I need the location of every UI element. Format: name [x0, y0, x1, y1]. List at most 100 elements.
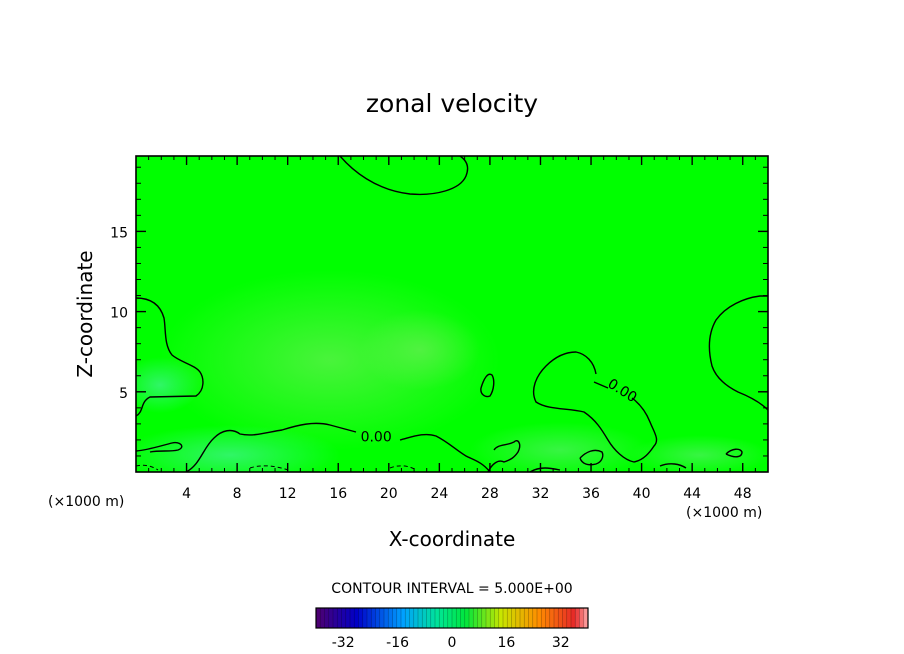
x-tick-label: 32 [532, 486, 550, 502]
field-shading [136, 357, 200, 413]
colorbar-cell [490, 608, 495, 628]
x-axis-ticks: 4 8 12 16 20 24 28 32 36 40 44 48 [148, 156, 756, 502]
contour-interval-label: CONTOUR INTERVAL = 5.000E+00 [331, 581, 572, 597]
colorbar-cell [481, 608, 487, 628]
colorbar-cell [520, 608, 525, 628]
heatmap-field [136, 156, 768, 472]
contour-line [185, 422, 491, 472]
field-shading [136, 425, 340, 472]
contour-line [725, 448, 743, 458]
colorbar-tick-label: 0 [448, 635, 457, 651]
colorbar-cell [524, 608, 529, 628]
colorbar-cell [558, 608, 563, 628]
colorbar-cell [477, 608, 483, 628]
colorbar-cell [545, 608, 551, 628]
colorbar-cell [537, 608, 542, 628]
field-shading [630, 435, 768, 472]
colorbar-cell [503, 608, 508, 628]
y-tick-label: 15 [110, 225, 128, 241]
colorbar-cell [528, 608, 534, 628]
colorbar-cell [333, 608, 338, 628]
colorbar-cell [498, 608, 504, 628]
x-tick-label: 16 [329, 486, 347, 502]
colorbar-cell [341, 608, 347, 628]
y-axis-ticks: 5 10 15 [110, 166, 768, 457]
colorbar-tick-label: -16 [386, 635, 409, 651]
colorbar-cell [354, 608, 359, 628]
x-tick-label: 44 [683, 486, 701, 502]
colorbar-cell [396, 608, 402, 628]
colorbar-cell [418, 608, 423, 628]
field-shading [360, 310, 480, 390]
x-tick-label: 36 [582, 486, 600, 502]
colorbar-cell [328, 608, 334, 628]
colorbar-cell [571, 608, 576, 628]
colorbar-cell [532, 608, 538, 628]
colorbar-cell [469, 608, 474, 628]
x-tick-label: 24 [430, 486, 448, 502]
colorbar-cell [435, 608, 440, 628]
colorbar-cell [422, 608, 427, 628]
colorbar-cell [379, 608, 385, 628]
contour-line [136, 297, 204, 417]
contour-line [579, 449, 604, 466]
colorbar-cell [345, 608, 351, 628]
contour-line [532, 351, 658, 463]
colorbar-cell [367, 608, 372, 628]
colorbar-cell [439, 608, 444, 628]
colorbar-cell [430, 608, 436, 628]
contour-line [136, 464, 159, 471]
x-tick-label: 28 [481, 486, 499, 502]
y-axis-unit: (×1000 m) [48, 494, 124, 510]
colorbar-cell [409, 608, 415, 628]
colorbar-cell [388, 608, 393, 628]
colorbar-cell [515, 608, 521, 628]
contour-lines [136, 156, 768, 472]
colorbar-cell [473, 608, 478, 628]
colorbar-cell [337, 608, 342, 628]
contour-line [389, 465, 417, 471]
colorbar-cell [583, 608, 589, 628]
colorbar-cell [447, 608, 453, 628]
colorbar-cell [549, 608, 555, 628]
colorbar-cell [320, 608, 325, 628]
contour-line [480, 373, 495, 398]
contour-line [659, 463, 687, 469]
contour-line [249, 465, 289, 471]
colorbar-cell [392, 608, 398, 628]
colorbar-cell [452, 608, 457, 628]
x-tick-label: 48 [734, 486, 752, 502]
colorbar-cell [562, 608, 568, 628]
x-tick-label: 20 [380, 486, 398, 502]
colorbar-tick-label: 16 [497, 635, 515, 651]
colorbar-tick-label: 32 [552, 635, 570, 651]
colorbar-cell [371, 608, 376, 628]
contour-line [529, 467, 561, 472]
contour-line [487, 440, 521, 472]
colorbar-ticks: -32 -16 0 16 32 [332, 635, 570, 651]
colorbar-cell [401, 608, 406, 628]
contour-line [136, 441, 183, 453]
x-tick-label: 8 [233, 486, 242, 502]
colorbar-tick-label: -32 [332, 635, 355, 651]
y-tick-label: 10 [110, 306, 128, 322]
colorbar-cell [507, 608, 512, 628]
contour-dashed-lines [136, 464, 417, 471]
y-tick-label: 5 [119, 386, 128, 402]
colorbar-cell [554, 608, 559, 628]
colorbar-cell [575, 608, 580, 628]
colorbar-cell [511, 608, 517, 628]
y-axis-label: Z-coordinate [73, 250, 97, 377]
colorbar-cell [362, 608, 368, 628]
colorbar-cell [358, 608, 364, 628]
colorbar-cell [443, 608, 449, 628]
colorbar-cell [324, 608, 330, 628]
contour-line [708, 295, 768, 411]
colorbar-cell [384, 608, 389, 628]
colorbar-cell [566, 608, 572, 628]
colorbar-cell [375, 608, 381, 628]
x-axis-unit: (×1000 m) [686, 505, 762, 521]
contour-label: 0.00 [361, 430, 392, 446]
chart-title: zonal velocity [366, 89, 538, 118]
